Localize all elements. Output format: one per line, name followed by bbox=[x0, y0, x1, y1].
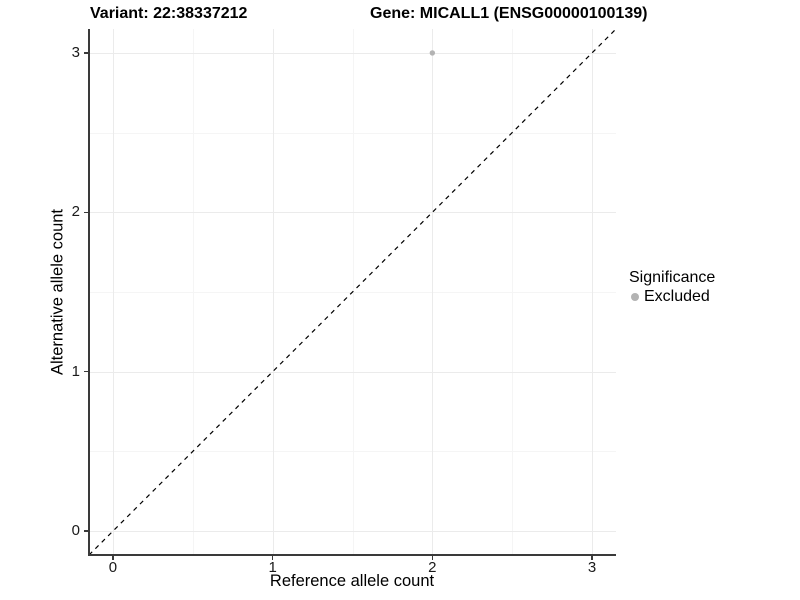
y-axis-tick bbox=[84, 211, 89, 214]
chart-layer bbox=[88, 28, 617, 556]
gridline-major-horizontal bbox=[89, 212, 616, 214]
identity-reference-line bbox=[88, 28, 617, 556]
legend-title: Significance bbox=[629, 269, 716, 286]
x-axis-tick bbox=[271, 555, 274, 560]
data-point-excluded bbox=[429, 50, 436, 56]
y-axis-tick bbox=[84, 52, 89, 54]
gridline-major-horizontal bbox=[89, 531, 616, 533]
x-axis-tick bbox=[431, 555, 434, 560]
x-tick-label: 1 bbox=[268, 559, 277, 576]
y-axis-line bbox=[88, 29, 90, 556]
legend-item: Excluded bbox=[629, 287, 715, 306]
y-tick-label: 1 bbox=[71, 362, 80, 380]
gridline-major-horizontal bbox=[89, 52, 616, 54]
y-axis-tick bbox=[84, 530, 89, 532]
x-tick-label: 2 bbox=[428, 559, 437, 576]
gridline-major-vertical bbox=[112, 29, 114, 555]
legend-item-label: Excluded bbox=[644, 288, 710, 305]
y-tick-label: 2 bbox=[71, 203, 80, 221]
x-axis-title: Reference allele count bbox=[269, 572, 435, 590]
gridline-major-vertical bbox=[592, 29, 594, 555]
gridline-minor-horizontal bbox=[89, 132, 616, 134]
x-tick-label: 3 bbox=[587, 559, 597, 576]
legend-significance: Significance Excluded bbox=[629, 268, 715, 306]
x-axis-tick bbox=[112, 555, 114, 560]
plot-panel bbox=[88, 28, 617, 556]
plot-title-variant: Variant: 22:38337212 bbox=[90, 5, 248, 22]
gridline-minor-horizontal bbox=[89, 451, 616, 453]
data-points-layer bbox=[429, 50, 436, 56]
x-axis-tick bbox=[591, 555, 593, 560]
gridline-major-vertical bbox=[432, 29, 434, 555]
y-tick-label: 3 bbox=[71, 43, 80, 61]
y-tick-label: 0 bbox=[71, 522, 80, 540]
x-tick-label: 0 bbox=[108, 559, 118, 576]
gridline-major-vertical bbox=[272, 29, 274, 555]
y-axis-title: Alternative allele count bbox=[48, 208, 67, 376]
legend-items: Excluded bbox=[629, 287, 715, 306]
gridline-major-horizontal bbox=[89, 371, 616, 373]
legend-key-dot bbox=[631, 292, 639, 301]
x-axis-line bbox=[88, 554, 616, 556]
y-axis-tick bbox=[84, 370, 89, 373]
plot-title-gene: Gene: MICALL1 (ENSG00000100139) bbox=[370, 5, 648, 22]
